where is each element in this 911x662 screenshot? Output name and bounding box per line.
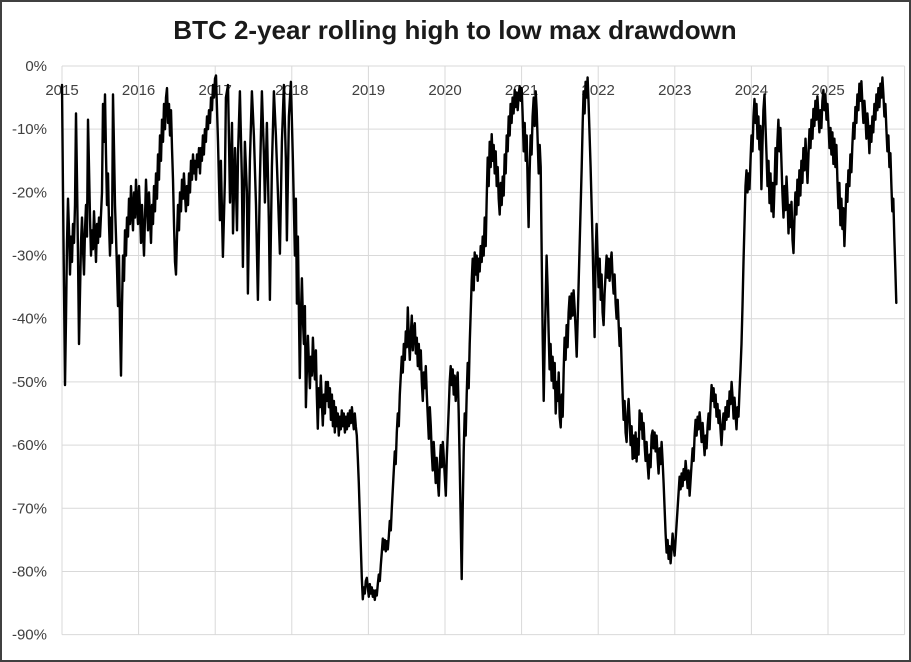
y-tick-label: -20% (12, 184, 47, 201)
x-tick-label: 2025 (811, 82, 844, 99)
y-tick-label: -70% (12, 500, 47, 517)
y-tick-label: -10% (12, 121, 47, 138)
series-group (60, 74, 898, 602)
x-tick-label: 2023 (658, 82, 691, 99)
x-tick-label: 2016 (122, 82, 155, 99)
x-tick-label: 2019 (352, 82, 385, 99)
x-tick-label: 2022 (582, 82, 615, 99)
chart-title: BTC 2-year rolling high to low max drawd… (173, 15, 736, 45)
y-tick-label: -60% (12, 437, 47, 454)
x-tick-label: 2024 (735, 82, 768, 99)
drawdown-line-series (60, 74, 898, 602)
x-tick-label: 2020 (428, 82, 461, 99)
y-axis-labels: 0% -10% -20% -30% -40% -50% -60% -70% -80% -90% (12, 58, 47, 644)
y-tick-label: -30% (12, 248, 47, 265)
y-tick-label: -50% (12, 374, 47, 391)
y-tick-label: 0% (25, 58, 47, 75)
y-tick-label: -40% (12, 311, 47, 328)
y-tick-label: -80% (12, 563, 47, 580)
y-tick-label: -90% (12, 627, 47, 644)
